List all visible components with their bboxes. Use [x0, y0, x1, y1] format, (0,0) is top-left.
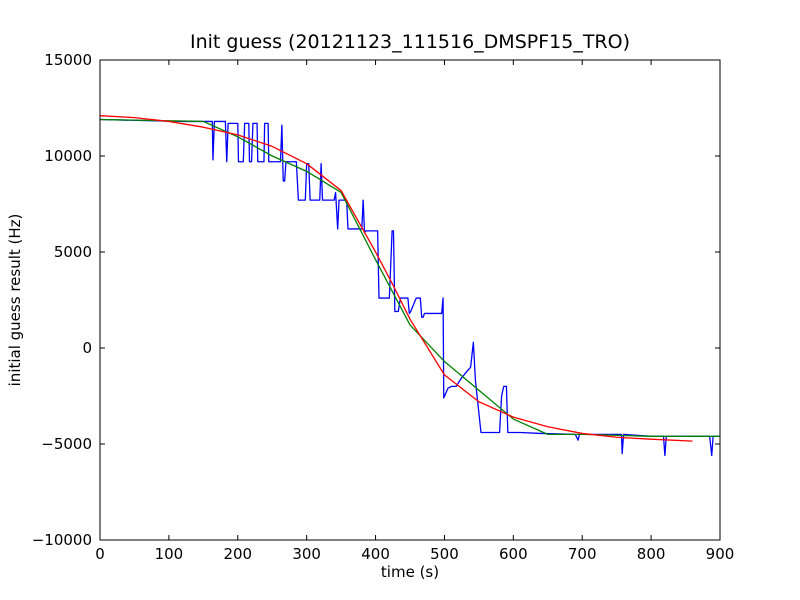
y-axis-label: initial guess result (Hz) [6, 214, 24, 387]
series-line-3 [100, 115, 693, 442]
series-line-2 [100, 118, 720, 437]
x-axis-label: time (s) [381, 563, 439, 581]
y-tick-label: 0 [82, 339, 92, 357]
x-tick-label: 100 [155, 545, 184, 563]
y-tick-label: −10000 [32, 531, 92, 549]
x-tick-label: 700 [568, 545, 597, 563]
x-tick-label: 0 [95, 545, 105, 563]
x-tick-label: 800 [637, 545, 666, 563]
x-tick-label: 200 [223, 545, 252, 563]
y-tick-label: 10000 [44, 147, 92, 165]
plot-frame [99, 59, 721, 541]
y-tick-label: −5000 [41, 435, 92, 453]
x-tick-label: 300 [292, 545, 321, 563]
x-tick-label: 900 [706, 545, 735, 563]
chart-title: Init guess (20121123_111516_DMSPF15_TRO) [190, 31, 630, 53]
series-group [100, 115, 720, 457]
y-tick-label: 5000 [54, 243, 92, 261]
y-tick-label: 15000 [44, 51, 92, 69]
x-tick-label: 600 [499, 545, 528, 563]
x-tick-label: 400 [361, 545, 390, 563]
x-tick-label: 500 [430, 545, 459, 563]
series-line-1 [100, 118, 720, 457]
